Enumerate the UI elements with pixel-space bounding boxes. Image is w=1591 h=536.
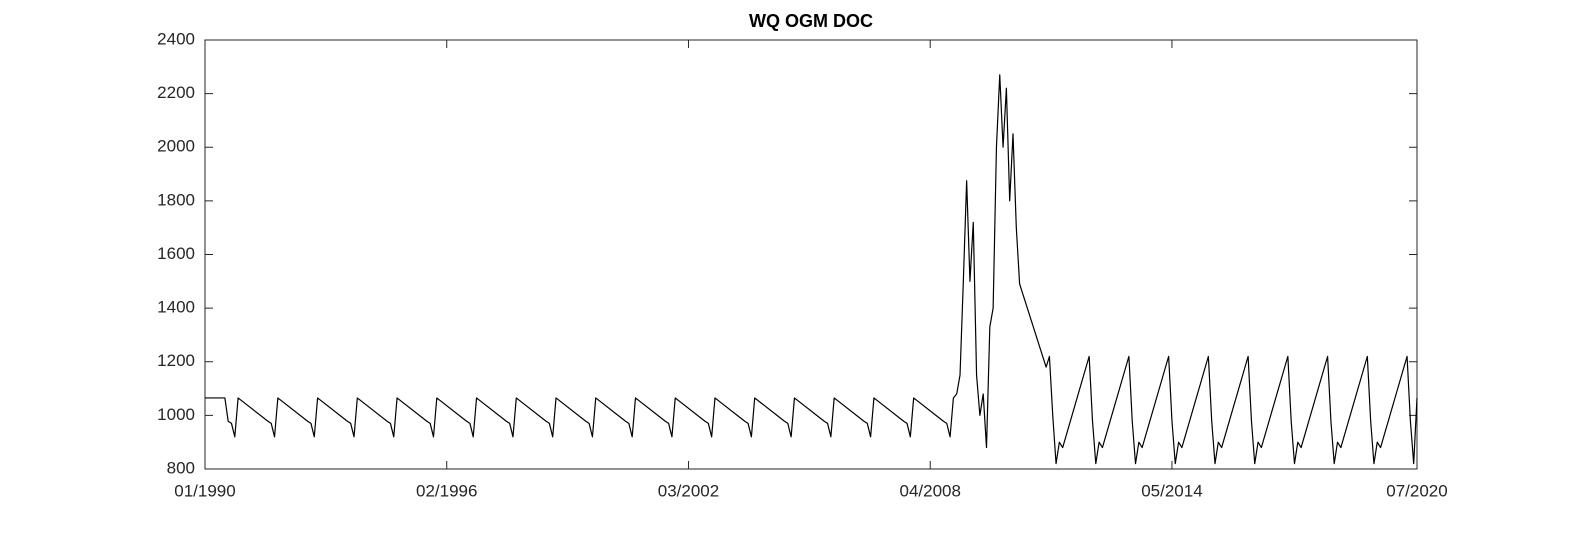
- y-tick-label: 2400: [157, 29, 195, 48]
- data-line: [205, 74, 1418, 465]
- y-tick-label: 800: [167, 458, 195, 477]
- x-tick-label: 02/1996: [416, 481, 477, 500]
- x-tick-label: 03/2002: [658, 481, 719, 500]
- y-tick-label: 1600: [157, 244, 195, 263]
- x-tick-label: 07/2020: [1386, 481, 1447, 500]
- y-tick-label: 1000: [157, 405, 195, 424]
- chart-title: WQ OGM DOC: [749, 11, 873, 31]
- y-tick-label: 2000: [157, 137, 195, 156]
- x-tick-label: 05/2014: [1141, 481, 1202, 500]
- y-tick-label: 1400: [157, 298, 195, 317]
- y-tick-label: 2200: [157, 83, 195, 102]
- y-tick-label: 1800: [157, 190, 195, 209]
- y-tick-label: 1200: [157, 351, 195, 370]
- x-tick-label: 01/1990: [174, 481, 235, 500]
- x-tick-label: 04/2008: [899, 481, 960, 500]
